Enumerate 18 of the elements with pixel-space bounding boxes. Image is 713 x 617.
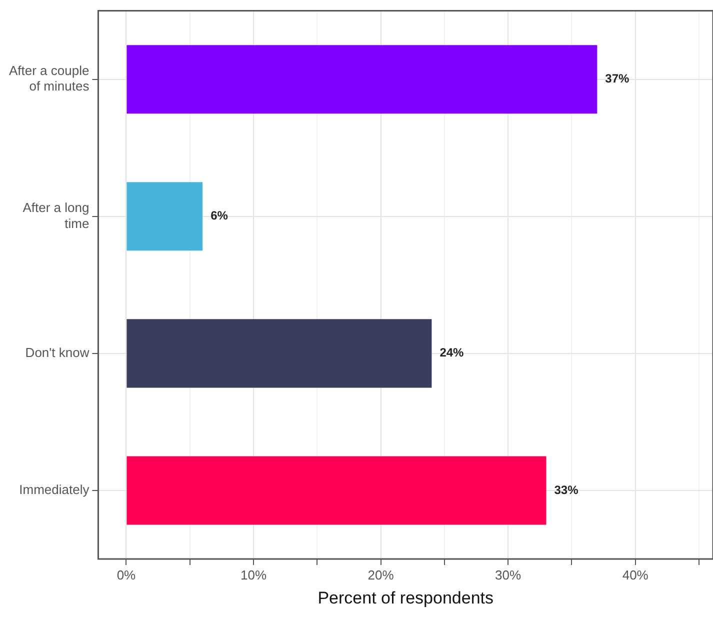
x-tick-label: 10% <box>240 567 267 582</box>
x-tick-label: 30% <box>495 567 522 582</box>
x-tick-label: 0% <box>116 567 136 582</box>
bar <box>126 45 598 114</box>
x-tick-label: 40% <box>622 567 649 582</box>
x-tick-label: 20% <box>368 567 394 582</box>
y-tick-label: After a couple of minutes <box>8 63 90 94</box>
x-axis-title: Percent of respondents <box>318 588 494 608</box>
data-label: 24% <box>440 346 464 360</box>
data-label: 37% <box>605 72 630 86</box>
bar <box>126 456 546 525</box>
y-tick-label: Immediately <box>19 482 90 498</box>
bar <box>126 182 203 251</box>
data-label: 33% <box>554 482 579 497</box>
y-tick-label: Don't know <box>25 345 90 360</box>
bar <box>126 319 432 388</box>
data-label: 6% <box>210 208 228 223</box>
y-tick-label: After a long time <box>22 200 90 231</box>
